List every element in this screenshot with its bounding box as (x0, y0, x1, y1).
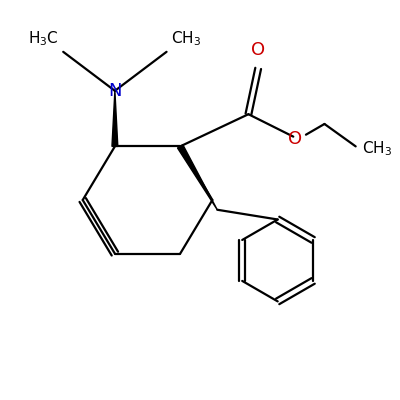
Text: H$_3$C: H$_3$C (28, 29, 58, 48)
Polygon shape (112, 91, 118, 146)
Text: N: N (108, 82, 122, 100)
Text: CH$_3$: CH$_3$ (362, 139, 392, 158)
Text: CH$_3$: CH$_3$ (172, 29, 202, 48)
Text: O: O (251, 41, 265, 59)
Polygon shape (178, 145, 217, 210)
Text: O: O (288, 130, 302, 148)
